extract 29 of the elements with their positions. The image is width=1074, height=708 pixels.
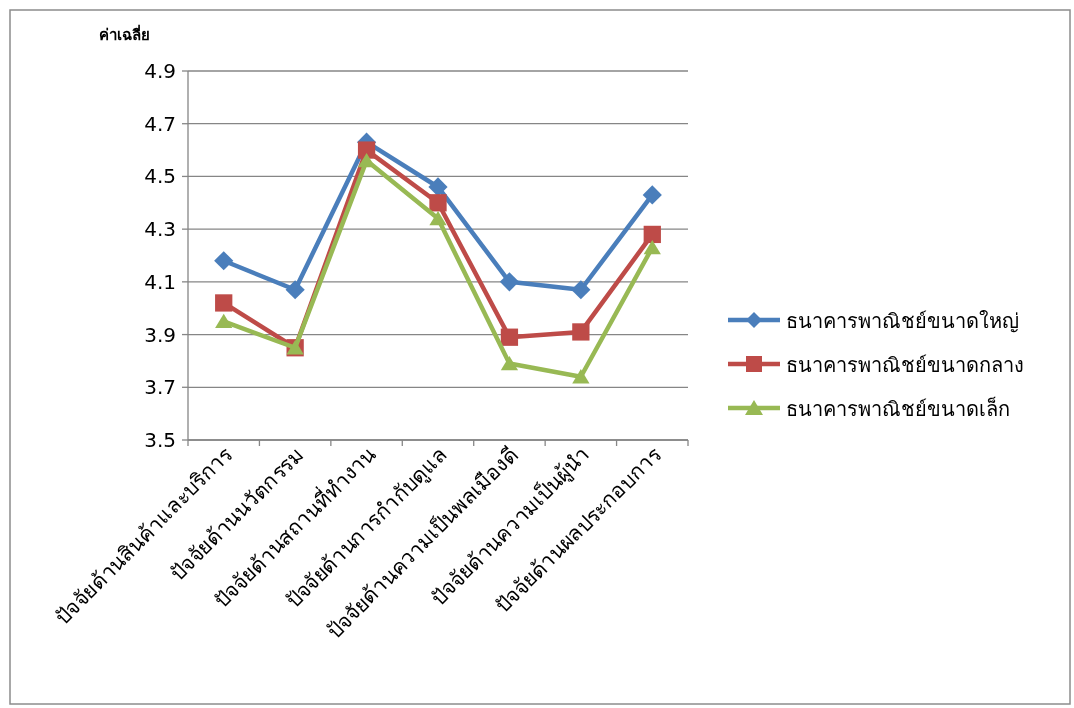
point bbox=[428, 177, 448, 197]
point bbox=[215, 313, 233, 329]
legend-label: ธนาคารพาณิชย์ขนาดใหญ่ bbox=[786, 309, 1019, 333]
point bbox=[500, 355, 519, 371]
y-tick-label: 3.5 bbox=[144, 428, 176, 452]
y-tick-label: 3.9 bbox=[144, 322, 176, 347]
point bbox=[500, 328, 519, 346]
point bbox=[571, 280, 591, 300]
point bbox=[499, 272, 520, 292]
y-tick-label: 4.9 bbox=[144, 59, 176, 83]
point bbox=[357, 141, 376, 159]
point bbox=[215, 294, 233, 312]
legend-label: ธนาคารพาณิชย์ขนาดเล็ก bbox=[786, 396, 1010, 421]
y-axis-title: ค่าเฉลี่ย bbox=[99, 24, 150, 44]
y-tick-label: 4.7 bbox=[144, 111, 176, 136]
y-tick-label: 4.5 bbox=[144, 164, 176, 189]
point bbox=[642, 185, 662, 205]
point bbox=[214, 251, 234, 271]
point bbox=[429, 194, 447, 212]
y-tick-label: 4.3 bbox=[144, 217, 176, 242]
y-tick-label: 4.1 bbox=[144, 269, 176, 294]
legend-label: ธนาคารพาณิชย์ขนาดกลาง bbox=[786, 353, 1024, 377]
point bbox=[572, 323, 590, 341]
point bbox=[643, 225, 661, 244]
y-tick-label: 3.7 bbox=[144, 375, 176, 400]
point bbox=[285, 280, 305, 300]
point bbox=[429, 210, 447, 226]
point bbox=[572, 369, 590, 384]
point bbox=[643, 239, 661, 255]
